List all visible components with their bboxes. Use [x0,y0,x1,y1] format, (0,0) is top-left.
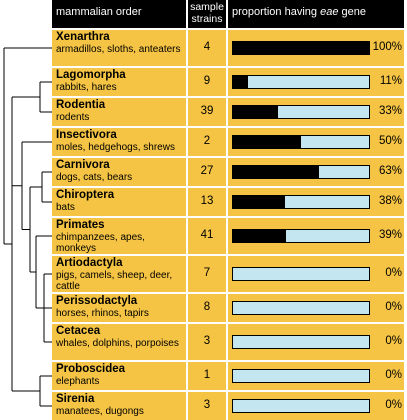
header-text: proportion having [232,6,318,18]
row-cell [188,158,226,186]
header-strains: sample strains [188,0,226,28]
row-cell [52,218,186,254]
value-label: 0% [385,369,402,381]
row-cell [52,256,186,292]
row-cell [188,128,226,156]
row-cell [52,128,186,156]
row-cell [188,324,226,360]
value-label: 63% [378,165,402,177]
row-cell [188,30,226,66]
order-name: Cetacea [56,325,101,337]
order-name: Artiodactyla [56,257,123,269]
value-label: 11% [379,75,402,87]
bar [233,230,287,242]
row-cell [52,362,186,390]
strain-count: 41 [200,229,214,241]
order-description: horses, rhinos, tapirs [56,308,149,319]
bar-track [232,301,370,315]
row-cell [52,158,186,186]
bar-track [232,165,370,179]
strain-count: 3 [203,399,211,411]
bar [233,196,285,208]
row-cell [52,294,186,322]
row-cell [188,68,226,96]
order-name: Insectivora [56,129,117,141]
bar-track [232,75,370,89]
order-description: pigs, camels, sheep, deer, cattle [56,270,173,292]
row-cell [52,188,186,216]
bar-track [232,399,370,413]
strain-count: 4 [203,41,211,53]
header-order: mammalian order [52,0,186,28]
value-label: 39% [378,229,402,241]
strain-count: 8 [203,301,211,313]
row-cell [188,294,226,322]
bar [233,76,248,88]
order-description: armadillos, sloths, anteaters [56,44,181,55]
order-name: Xenarthra [56,31,110,43]
strain-count: 7 [203,267,211,279]
bar [233,42,369,54]
bar-track [232,105,370,119]
order-description: dogs, cats, bears [56,172,133,183]
bar-track [232,41,370,55]
order-name: Proboscidea [56,363,126,375]
value-label: 33% [378,105,402,117]
row-cell [52,98,186,126]
header-text: gene [341,6,366,18]
strain-count: 3 [203,335,211,347]
value-label: 0% [385,335,402,347]
bar-track [232,195,370,209]
order-description: rodents [56,112,90,123]
bar-track [232,369,370,383]
order-description: rabbits, hares [56,82,117,93]
row-cell [188,98,226,126]
strain-count: 9 [203,75,211,87]
value-label: 38% [378,195,402,207]
strain-count: 27 [200,165,214,177]
bar [233,106,278,118]
order-name: Perissodactyla [56,295,138,307]
order-description: bats [56,202,75,213]
row-cell [188,188,226,216]
order-description: manatees, dugongs [56,406,144,417]
order-name: Sirenia [56,393,95,405]
bar-track [232,267,370,281]
order-name: Primates [56,219,105,231]
dendrogram [3,47,52,407]
value-label: 0% [385,301,402,313]
row-cell [52,30,186,66]
row-cell [52,324,186,360]
order-description: chimpanzees, apes, monkeys [56,232,145,254]
header-gene: eae [320,6,339,18]
value-label: 50% [378,135,402,147]
row-cell [188,256,226,292]
bar-track [232,335,370,349]
order-description: whales, dolphins, porpoises [56,338,179,349]
strain-count: 13 [200,195,214,207]
row-cell [188,218,226,254]
row-cell [188,362,226,390]
order-name: Rodentia [56,99,106,111]
header-proportion: proportion having eae gene [228,0,404,28]
strain-count: 1 [203,369,211,381]
order-description: moles, hedgehogs, shrews [56,142,175,153]
strain-count: 2 [203,135,211,147]
bar-track [232,135,370,149]
bar [233,136,301,148]
bar-track [232,229,370,243]
bar [233,166,319,178]
row-cell [52,68,186,96]
strain-count: 39 [200,105,214,117]
value-label: 100% [372,41,402,53]
order-description: elephants [56,376,100,387]
order-name: Carnivora [56,159,110,171]
order-name: Chiroptera [56,189,115,201]
order-name: Lagomorpha [56,69,126,81]
value-label: 0% [385,267,402,279]
value-label: 0% [385,399,402,411]
